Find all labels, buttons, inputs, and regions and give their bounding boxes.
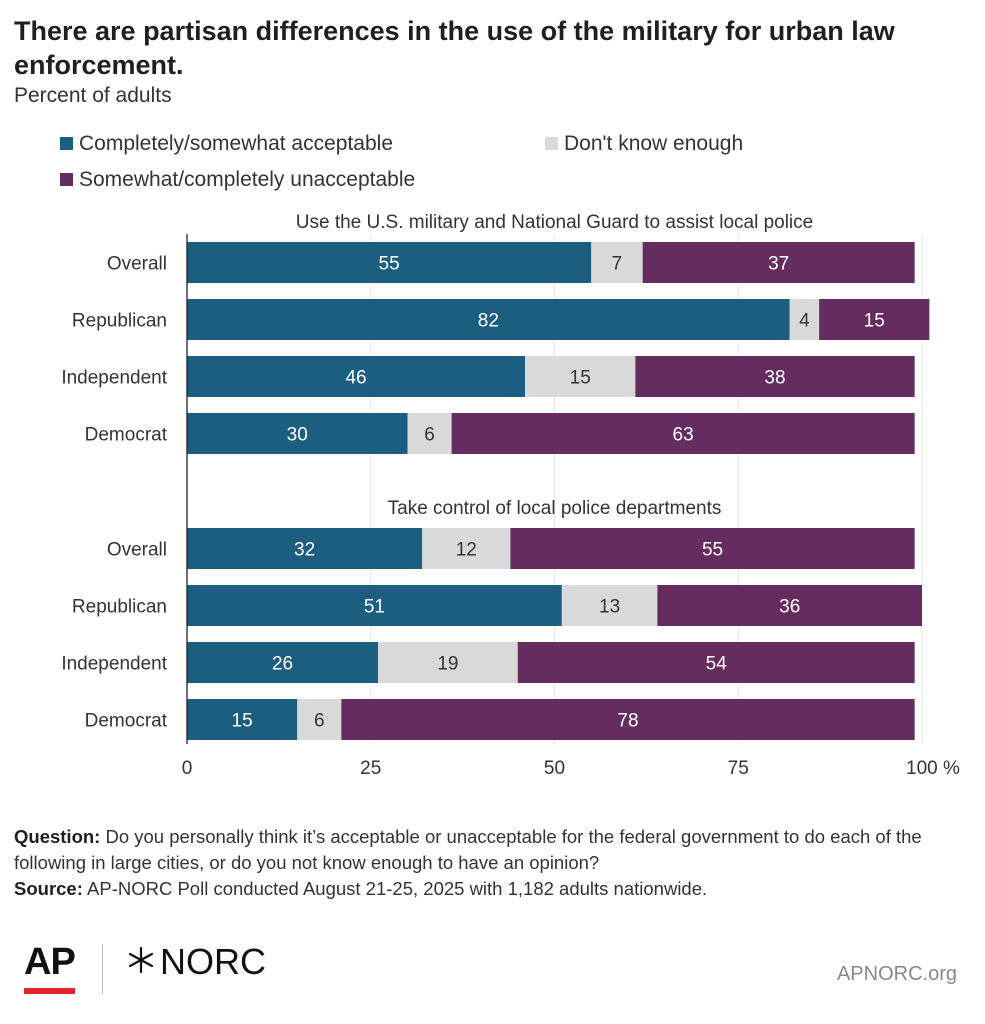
bar-segment-acceptable: [187, 528, 423, 569]
legend-label-acceptable: Completely/somewhat acceptable: [79, 132, 393, 155]
data-label-acceptable: 32: [294, 540, 315, 561]
data-label-dont-know: 13: [599, 597, 620, 618]
bar-segment-dont-know: [422, 528, 511, 569]
category-label: Independent: [61, 654, 167, 675]
group-title-2: Take control of local police departments: [388, 498, 722, 519]
data-label-acceptable: 26: [272, 654, 293, 675]
data-label-unacceptable: 38: [764, 368, 785, 389]
bar-segment-acceptable: [187, 585, 562, 626]
bar-segment-acceptable: [187, 413, 408, 454]
bar-segment-acceptable: [187, 356, 526, 397]
bar-segment-unacceptable: [341, 699, 915, 740]
data-label-unacceptable: 54: [706, 654, 728, 675]
legend-swatch-dont-know: [545, 137, 558, 150]
bar-segment-unacceptable: [642, 242, 915, 283]
category-label: Overall: [107, 254, 167, 275]
category-label: Republican: [72, 311, 167, 332]
legend-item-unacceptable: Somewhat/completely unacceptable: [60, 168, 415, 192]
x-tick-label: 75: [728, 758, 749, 779]
data-label-unacceptable: 63: [673, 425, 694, 446]
bar-segment-unacceptable: [819, 299, 930, 340]
legend-label-dont-know: Don't know enough: [564, 132, 744, 155]
chart-subtitle: Percent of adults: [14, 84, 172, 107]
bar-segment-dont-know: [789, 299, 820, 340]
x-tick-label: 50: [544, 758, 565, 779]
bar-segment-unacceptable: [510, 528, 915, 569]
bar-segment-acceptable: [187, 242, 592, 283]
bar-segment-dont-know: [561, 585, 658, 626]
data-label-acceptable: 15: [232, 711, 253, 732]
data-label-acceptable: 82: [478, 311, 499, 332]
data-label-dont-know: 19: [437, 654, 458, 675]
source-label: Source:: [14, 878, 83, 899]
site-link[interactable]: APNORC.org: [836, 963, 957, 985]
bar-segment-unacceptable: [635, 356, 915, 397]
legend-swatch-acceptable: [60, 137, 73, 150]
x-tick-label: 0: [182, 758, 193, 779]
x-tick-label: 100 %: [906, 758, 960, 779]
data-label-acceptable: 46: [345, 368, 366, 389]
category-label: Republican: [72, 597, 167, 618]
data-label-unacceptable: 55: [702, 540, 723, 561]
chart-title: There are partisan differences in the us…: [14, 16, 895, 80]
data-label-acceptable: 51: [364, 597, 385, 618]
data-label-dont-know: 12: [456, 540, 477, 561]
data-label-acceptable: 30: [287, 425, 308, 446]
bar-segment-dont-know: [297, 699, 342, 740]
bar-segment-dont-know: [378, 642, 518, 683]
category-label: Overall: [107, 540, 167, 561]
stacked-bar-chart: Use the U.S. military and National Guard…: [61, 212, 960, 779]
data-label-unacceptable: 36: [779, 597, 800, 618]
data-label-unacceptable: 15: [864, 311, 885, 332]
data-label-unacceptable: 37: [768, 254, 789, 275]
legend-item-dont-know: Don't know enough: [545, 132, 743, 156]
bar-segment-dont-know: [591, 242, 643, 283]
ap-logo: AP: [24, 941, 76, 983]
question-note: Question: Do you personally think it’s a…: [14, 824, 969, 876]
chart-notes: Question: Do you personally think it’s a…: [14, 824, 969, 902]
data-label-dont-know: 15: [570, 368, 591, 389]
bar-segment-dont-know: [525, 356, 636, 397]
bar-segment-acceptable: [187, 299, 790, 340]
norc-logo: NORC: [160, 941, 266, 982]
x-tick-label: 25: [360, 758, 381, 779]
data-label-dont-know: 7: [612, 254, 623, 275]
bar-segment-acceptable: [187, 642, 379, 683]
bar-segment-unacceptable: [657, 585, 922, 626]
legend-label-unacceptable: Somewhat/completely unacceptable: [79, 168, 416, 191]
source-note: Source: AP-NORC Poll conducted August 21…: [14, 876, 969, 902]
source-text: AP-NORC Poll conducted August 21-25, 202…: [87, 878, 708, 899]
question-text: Do you personally think it’s acceptable …: [14, 826, 922, 873]
category-label: Democrat: [85, 711, 168, 732]
category-label: Independent: [61, 368, 167, 389]
group-title-1: Use the U.S. military and National Guard…: [296, 212, 813, 233]
data-label-unacceptable: 78: [617, 711, 638, 732]
bar-segment-dont-know: [407, 413, 452, 454]
data-label-dont-know: 6: [314, 711, 325, 732]
data-label-dont-know: 4: [799, 311, 810, 332]
data-label-acceptable: 55: [379, 254, 400, 275]
legend-swatch-unacceptable: [60, 173, 73, 186]
bar-segment-unacceptable: [451, 413, 915, 454]
ap-logo-underline: [24, 988, 75, 994]
data-label-dont-know: 6: [424, 425, 435, 446]
legend-item-acceptable: Completely/somewhat acceptable: [60, 132, 393, 156]
bar-segment-acceptable: [187, 699, 298, 740]
category-label: Democrat: [85, 425, 168, 446]
question-label: Question:: [14, 826, 101, 847]
logo-divider: [102, 944, 103, 994]
norc-star-icon: [128, 946, 154, 974]
bar-segment-unacceptable: [517, 642, 915, 683]
